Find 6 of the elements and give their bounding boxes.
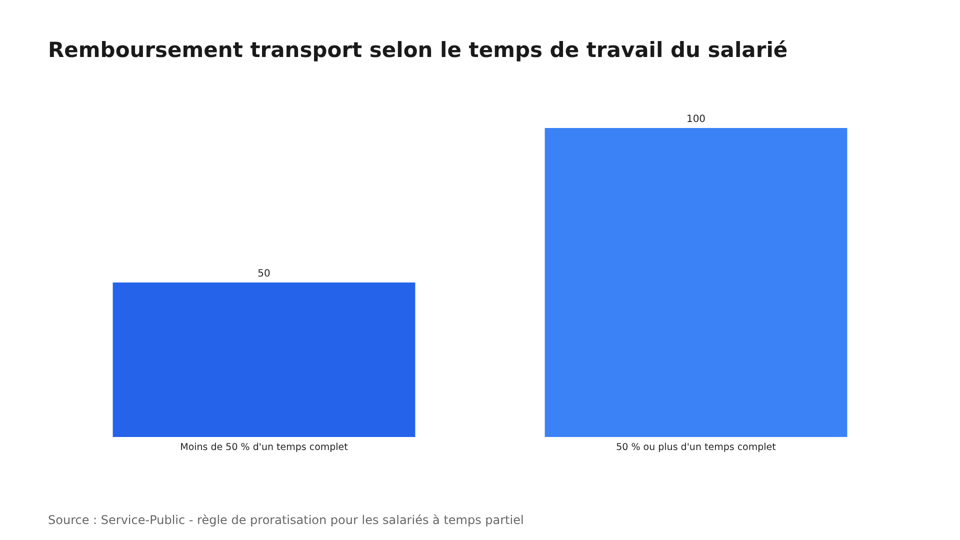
data-label: 100	[686, 114, 706, 125]
x-tick-label: 50 % ou plus d'un temps complet	[616, 442, 776, 453]
x-tick-label: Moins de 50 % d'un temps complet	[180, 442, 348, 453]
source-note: Source : Service-Public - règle de proratisation pour les salariés à temps partiel	[48, 513, 524, 527]
data-label: 50	[258, 268, 270, 280]
chart-title: Remboursement transport selon le temps de travail du salarié	[48, 38, 788, 62]
